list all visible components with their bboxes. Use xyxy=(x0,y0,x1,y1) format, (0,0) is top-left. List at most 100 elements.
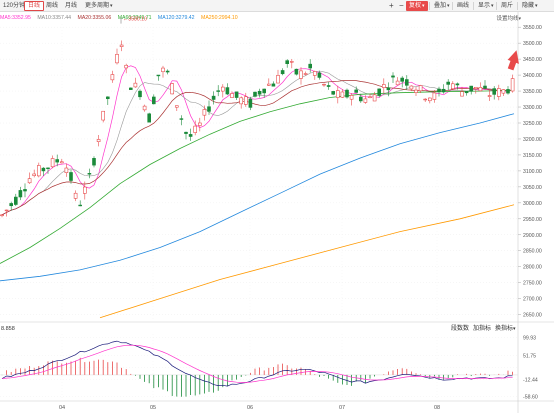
switch-indicator-dropdown[interactable]: 换指标▾ xyxy=(495,325,516,334)
month-label: 07 xyxy=(339,405,345,411)
candle-body xyxy=(437,88,441,93)
price-axis-label: 2800.00 xyxy=(523,265,542,271)
ma120-legend-item: MA120:3279.42 xyxy=(157,15,195,21)
candle-body xyxy=(308,63,313,69)
candle-body xyxy=(368,96,372,99)
indicator-axis-label: 99.93 xyxy=(523,336,536,342)
candle-body xyxy=(358,96,363,102)
chevron-down-icon: ▾ xyxy=(491,3,494,9)
ma5-line xyxy=(1,65,513,216)
ma20-legend-item: MA20:3355.06 xyxy=(77,15,112,21)
candle-body xyxy=(423,98,428,101)
month-label: 06 xyxy=(247,405,253,411)
price-axis-label: 3400.00 xyxy=(523,73,542,79)
ma250-line xyxy=(99,204,515,319)
candle-body xyxy=(326,85,331,87)
ma-settings-label: 设置均线 xyxy=(496,16,519,22)
candle-body xyxy=(188,134,193,137)
overlay-dropdown[interactable]: 叠加▾ xyxy=(431,1,453,11)
period-weekly-button[interactable]: 周线 xyxy=(46,3,59,9)
price-axis-label: 2750.00 xyxy=(523,281,542,287)
candle-body xyxy=(133,82,138,88)
candle-body xyxy=(41,167,46,172)
price-axis-label: 2700.00 xyxy=(523,297,542,303)
indicator-axis-label: 51.75 xyxy=(523,354,536,360)
zoom-in-button[interactable]: + xyxy=(389,1,394,10)
candle-body xyxy=(129,87,133,90)
candle-body xyxy=(184,131,188,134)
period-monthly-button[interactable]: 月线 xyxy=(65,3,78,9)
candle-body xyxy=(9,203,13,207)
chevron-down-icon: ▾ xyxy=(535,3,538,9)
up-arrow-icon xyxy=(507,50,519,71)
candle-body xyxy=(202,109,207,116)
indicator-value: 8.858 xyxy=(1,326,15,332)
ma60-line xyxy=(0,90,515,264)
candle-body xyxy=(335,90,340,98)
candle-body xyxy=(469,85,474,92)
draw-line-button[interactable]: 画线 xyxy=(457,3,470,9)
chevron-down-icon: ▾ xyxy=(518,16,521,22)
candle-body xyxy=(386,87,391,91)
period-120min-button[interactable]: 120分钟 xyxy=(3,3,26,9)
price-axis-label: 2900.00 xyxy=(523,233,542,239)
indicator-axis-label: -12.44 xyxy=(523,378,538,384)
price-axis-label: 3350.00 xyxy=(523,89,542,95)
price-axis-label: 3450.00 xyxy=(523,57,542,63)
ma-settings-link[interactable]: 设置均线▾ xyxy=(496,14,521,22)
candle-body xyxy=(446,81,451,85)
price-axis-label: 3100.00 xyxy=(523,169,542,175)
candle-body xyxy=(14,196,18,205)
candle-body xyxy=(409,85,414,90)
candle-body xyxy=(294,68,299,75)
candle-body xyxy=(372,94,377,102)
more-periods-dropdown[interactable]: 更多周期▾ xyxy=(82,1,116,11)
candle-body xyxy=(299,70,303,79)
candle-body xyxy=(271,83,276,87)
period-daily-button[interactable]: 日线 xyxy=(24,1,45,11)
candle-body xyxy=(354,89,359,93)
candle-body xyxy=(78,204,82,207)
segment-count-button[interactable]: 段数数 xyxy=(451,326,470,332)
indicator-axis-label: -58.60 xyxy=(523,395,538,401)
candle-body xyxy=(280,70,285,75)
adjust-dropdown[interactable]: 复权▾ xyxy=(406,1,428,11)
hide-label: 隐藏 xyxy=(522,3,535,9)
candle-body xyxy=(198,122,202,126)
candle-body xyxy=(115,54,119,64)
display-dropdown[interactable]: 显示▾ xyxy=(475,1,497,11)
macd-dea-line xyxy=(1,344,513,383)
add-indicator-button[interactable]: 加指标 xyxy=(473,326,492,332)
candlesticks xyxy=(0,40,515,218)
candle-body xyxy=(450,83,455,90)
high-marker-label: ←3580.10 xyxy=(123,17,147,23)
month-label: 05 xyxy=(150,405,156,411)
toolbar-divider xyxy=(496,2,497,10)
month-label: 04 xyxy=(59,405,65,411)
candle-body xyxy=(179,118,184,120)
candle-body xyxy=(142,105,147,111)
candle-body xyxy=(483,85,487,89)
candle-body xyxy=(395,80,400,86)
candle-body xyxy=(96,139,101,142)
candle-body xyxy=(92,158,96,166)
display-label: 显示 xyxy=(478,3,491,9)
candle-body xyxy=(441,88,446,93)
ma60-legend-item: MA60:3349.71 xyxy=(117,15,152,21)
candle-body xyxy=(487,95,492,97)
candle-body xyxy=(207,106,211,112)
candle-body xyxy=(147,113,151,123)
price-axis-label: 2650.00 xyxy=(523,313,542,319)
candle-body xyxy=(110,74,115,81)
candle-body xyxy=(244,96,248,105)
zoom-out-button[interactable]: − xyxy=(399,1,404,10)
toolbar-divider xyxy=(429,2,430,10)
candle-body xyxy=(464,91,469,94)
toolbar-divider xyxy=(473,2,474,10)
adjust-label: 复权 xyxy=(409,3,422,9)
hide-dropdown[interactable]: 隐藏▾ xyxy=(519,1,541,11)
cycle-button[interactable]: 周斤 xyxy=(501,3,514,9)
price-axis-label: 3300.00 xyxy=(523,105,542,111)
candle-body xyxy=(510,78,515,92)
